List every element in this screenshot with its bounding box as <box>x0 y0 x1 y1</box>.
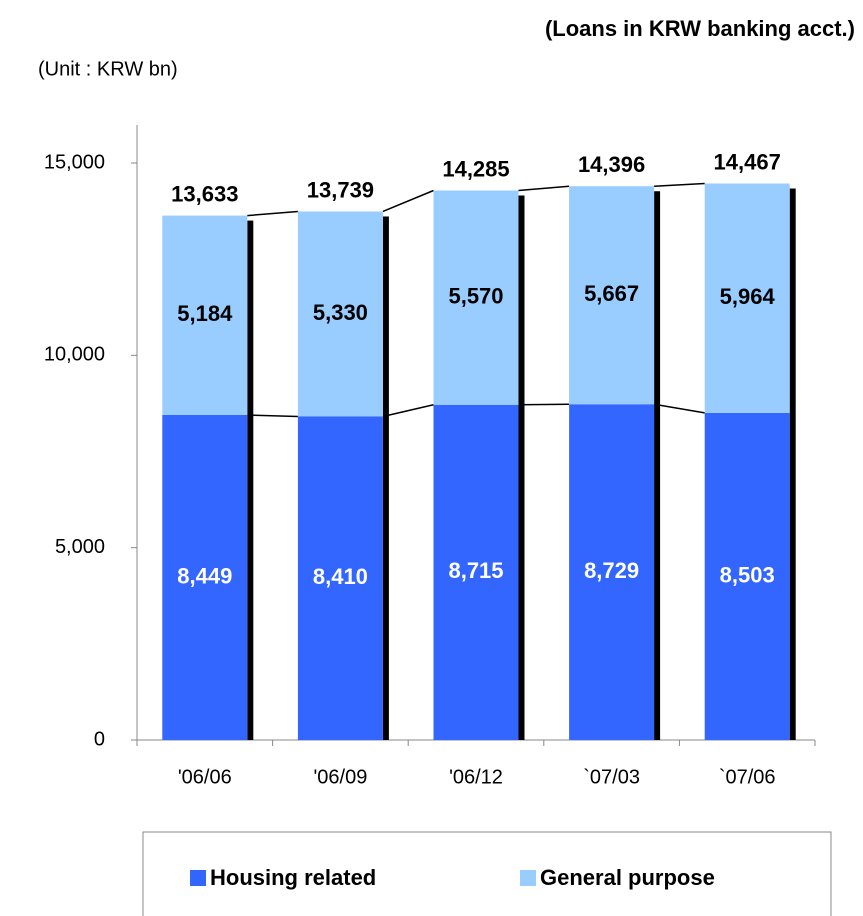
legend-swatch <box>190 870 206 886</box>
connector <box>654 182 705 187</box>
data-label: 5,667 <box>584 281 639 306</box>
bar <box>569 186 655 405</box>
bar-shadow <box>518 195 525 740</box>
bar <box>162 215 248 415</box>
legend-box <box>142 831 832 916</box>
bar <box>297 211 383 417</box>
y-tick-label: 15,000 <box>44 151 105 173</box>
y-tick-label: 0 <box>94 728 105 750</box>
data-label: 8,410 <box>313 564 368 589</box>
legend-label: Housing related <box>210 865 376 890</box>
data-label: 8,729 <box>584 558 639 583</box>
bar-shadow <box>382 216 389 740</box>
bar <box>704 183 790 413</box>
connector <box>247 210 298 217</box>
total-label: 14,396 <box>578 152 645 177</box>
bar <box>704 412 790 740</box>
x-tick-label: '06/09 <box>313 766 367 788</box>
data-label: 8,449 <box>177 563 232 588</box>
connector <box>518 185 570 192</box>
connector <box>382 404 434 418</box>
data-label: 5,184 <box>177 301 233 326</box>
x-tick-label: `07/06 <box>719 766 776 788</box>
x-tick-label: '06/06 <box>178 766 232 788</box>
connector <box>518 403 570 406</box>
connector <box>382 189 434 213</box>
total-label: 14,467 <box>714 149 781 174</box>
x-tick-label: `07/03 <box>583 766 640 788</box>
bar <box>297 416 383 740</box>
total-label: 14,285 <box>442 156 509 181</box>
legend-label: General purpose <box>540 865 715 890</box>
legend-swatch <box>520 870 536 886</box>
bar-shadow <box>789 188 796 740</box>
y-tick-label: 5,000 <box>55 536 105 558</box>
data-label: 5,330 <box>313 300 368 325</box>
chart-subtitle: (Unit : KRW bn) <box>38 58 178 80</box>
bar <box>569 404 655 740</box>
y-tick-label: 10,000 <box>44 344 105 366</box>
total-label: 13,633 <box>171 181 238 206</box>
connector <box>247 414 298 418</box>
data-label: 8,503 <box>720 562 775 587</box>
connector <box>653 403 705 414</box>
bar <box>433 190 519 405</box>
chart-title: (Loans in KRW banking acct.) <box>545 16 855 41</box>
bar <box>433 404 519 740</box>
x-tick-label: '06/12 <box>449 766 503 788</box>
bar-shadow <box>654 191 661 740</box>
total-label: 13,739 <box>307 177 374 202</box>
data-label: 5,964 <box>720 284 776 309</box>
data-label: 5,570 <box>448 283 503 308</box>
bar <box>162 414 248 740</box>
data-label: 8,715 <box>448 558 503 583</box>
bar-shadow <box>247 220 254 741</box>
